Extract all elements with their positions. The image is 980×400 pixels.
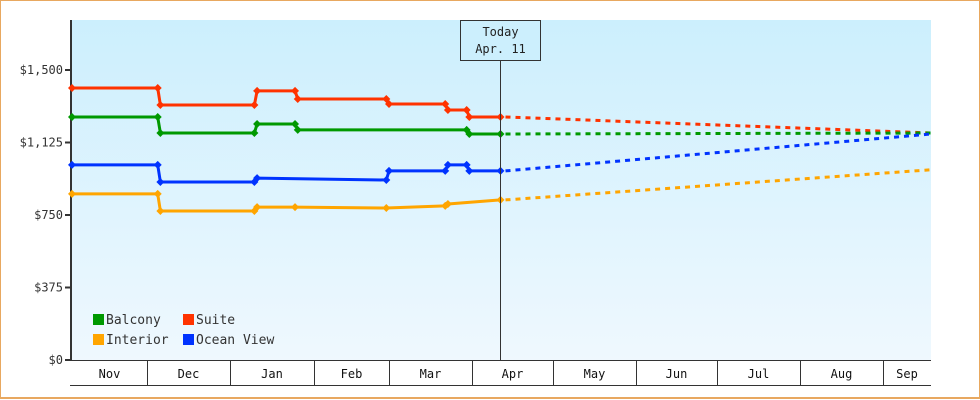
legend-swatch: [183, 314, 194, 325]
legend-label: Interior: [106, 333, 169, 348]
month-label-mar: Mar: [420, 367, 442, 381]
legend-swatch: [93, 334, 104, 345]
legend-swatch: [183, 334, 194, 345]
series-balcony: [68, 112, 932, 138]
month-label-feb: Feb: [341, 367, 363, 381]
x-axis: Nov Dec Jan Feb Mar Apr May Jun Jul Aug Sep: [70, 360, 931, 386]
legend-label: Balcony: [106, 313, 161, 328]
month-label-nov: Nov: [99, 367, 121, 381]
month-label-jun: Jun: [666, 367, 688, 381]
month-label-jul: Jul: [748, 367, 770, 381]
y-tick-label: $1,500: [20, 63, 63, 77]
today-label: Today: [482, 25, 518, 39]
today-date: Apr. 11: [475, 42, 526, 56]
legend-item-interior: Interior: [93, 333, 169, 348]
series-suite: [68, 83, 932, 135]
month-label-aug: Aug: [831, 367, 853, 381]
y-tick-label: $0: [49, 353, 63, 367]
y-tick-label: $750: [34, 208, 63, 222]
y-axis: $0 $375 $750 $1,125 $1,500: [20, 20, 72, 367]
y-tick-label: $375: [34, 281, 63, 295]
legend: Balcony Suite Interior Ocean View: [93, 313, 274, 348]
legend-label: Suite: [196, 313, 235, 328]
y-tick-label: $1,125: [20, 136, 63, 150]
month-label-may: May: [584, 367, 606, 381]
series-interior: [68, 168, 932, 215]
legend-swatch: [93, 314, 104, 325]
legend-item-balcony: Balcony: [93, 313, 161, 328]
month-label-apr: Apr: [502, 367, 524, 381]
plot-area: [72, 20, 931, 360]
today-marker: Today Apr. 11: [460, 20, 541, 360]
month-label-jan: Jan: [261, 367, 283, 381]
legend-item-ocean-view: Ocean View: [183, 333, 274, 348]
month-label-sep: Sep: [896, 367, 918, 381]
month-label-dec: Dec: [178, 367, 200, 381]
legend-label: Ocean View: [196, 333, 274, 348]
series-group: [68, 83, 932, 215]
legend-item-suite: Suite: [183, 313, 235, 328]
series-ocean-view: [68, 132, 932, 186]
